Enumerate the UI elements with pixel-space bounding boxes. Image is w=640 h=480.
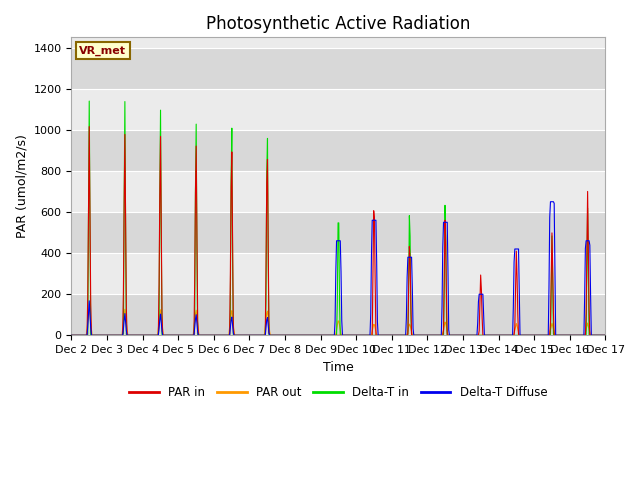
Delta-T in [420, 333, 428, 338]
Line: Delta-T in: Delta-T in [72, 101, 605, 336]
Text: VR_met: VR_met [79, 46, 127, 56]
PAR out [85, 306, 93, 312]
Y-axis label: PAR (umol/m2/s): PAR (umol/m2/s) [15, 134, 28, 238]
Line: Delta-T Diffuse: Delta-T Diffuse [72, 202, 605, 336]
PAR out [420, 333, 428, 338]
Line: PAR out: PAR out [72, 309, 605, 336]
PAR out [404, 328, 412, 334]
Delta-T in [602, 333, 609, 338]
PAR in [420, 333, 428, 338]
PAR in [404, 331, 412, 337]
PAR in [68, 333, 76, 338]
Delta-T in [404, 333, 412, 338]
Bar [72, 294, 605, 336]
PAR in [216, 333, 223, 338]
PAR in [602, 333, 609, 338]
PAR out [602, 333, 609, 338]
Delta-T in [77, 333, 85, 338]
Delta-T Diffuse [186, 333, 194, 338]
Delta-T in [133, 333, 141, 338]
Bar [72, 130, 605, 171]
Bar [72, 89, 605, 130]
Delta-T in [85, 98, 93, 104]
Delta-T in [187, 333, 195, 338]
Bar [72, 171, 605, 212]
PAR in [133, 333, 141, 338]
PAR out [187, 333, 195, 338]
Bar [72, 253, 605, 294]
Delta-T in [68, 333, 76, 338]
Delta-T Diffuse [419, 333, 427, 338]
Delta-T Diffuse [132, 333, 140, 338]
Delta-T Diffuse [77, 333, 85, 338]
Bar [72, 48, 605, 89]
Bar [72, 212, 605, 253]
Legend: PAR in, PAR out, Delta-T in, Delta-T Diffuse: PAR in, PAR out, Delta-T in, Delta-T Dif… [125, 382, 552, 404]
Delta-T in [216, 333, 223, 338]
Delta-T Diffuse [547, 199, 554, 204]
PAR in [85, 124, 93, 130]
Delta-T Diffuse [214, 333, 222, 338]
Delta-T Diffuse [602, 333, 609, 338]
PAR out [77, 333, 85, 338]
Title: Photosynthetic Active Radiation: Photosynthetic Active Radiation [206, 15, 470, 33]
PAR out [68, 333, 76, 338]
PAR out [216, 333, 223, 338]
PAR in [187, 333, 195, 338]
PAR out [133, 333, 141, 338]
X-axis label: Time: Time [323, 360, 354, 373]
Delta-T Diffuse [68, 333, 76, 338]
Delta-T Diffuse [403, 274, 411, 280]
Line: PAR in: PAR in [72, 127, 605, 336]
PAR in [77, 333, 85, 338]
